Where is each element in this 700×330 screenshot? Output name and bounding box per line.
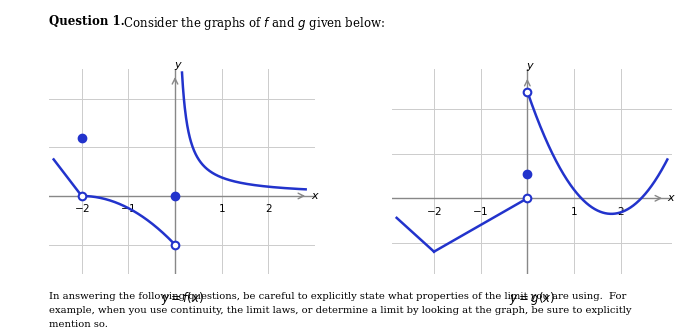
Text: $-2$: $-2$ [426, 205, 442, 217]
Text: $1$: $1$ [218, 202, 225, 214]
Text: example, when you use continuity, the limit laws, or determine a limit by lookin: example, when you use continuity, the li… [49, 306, 631, 315]
Text: In answering the following questions, be careful to explicitly state what proper: In answering the following questions, be… [49, 292, 626, 301]
Text: $-2$: $-2$ [74, 202, 90, 214]
Text: $x$: $x$ [667, 193, 676, 203]
Text: $2$: $2$ [617, 205, 624, 217]
Text: $x$: $x$ [312, 191, 320, 201]
Text: Consider the graphs of $f$ and $g$ given below:: Consider the graphs of $f$ and $g$ given… [116, 15, 384, 32]
Text: $y = f(x)$: $y = f(x)$ [160, 290, 204, 307]
Text: $1$: $1$ [570, 205, 578, 217]
Text: $2$: $2$ [265, 202, 272, 214]
Text: Question 1.: Question 1. [49, 15, 125, 28]
Text: $-1$: $-1$ [120, 202, 136, 214]
Text: mention so.: mention so. [49, 320, 108, 329]
Text: $y$: $y$ [174, 60, 183, 72]
Text: $y$: $y$ [526, 61, 535, 73]
Text: $y = g(x)$: $y = g(x)$ [509, 290, 555, 307]
Text: $-1$: $-1$ [473, 205, 489, 217]
